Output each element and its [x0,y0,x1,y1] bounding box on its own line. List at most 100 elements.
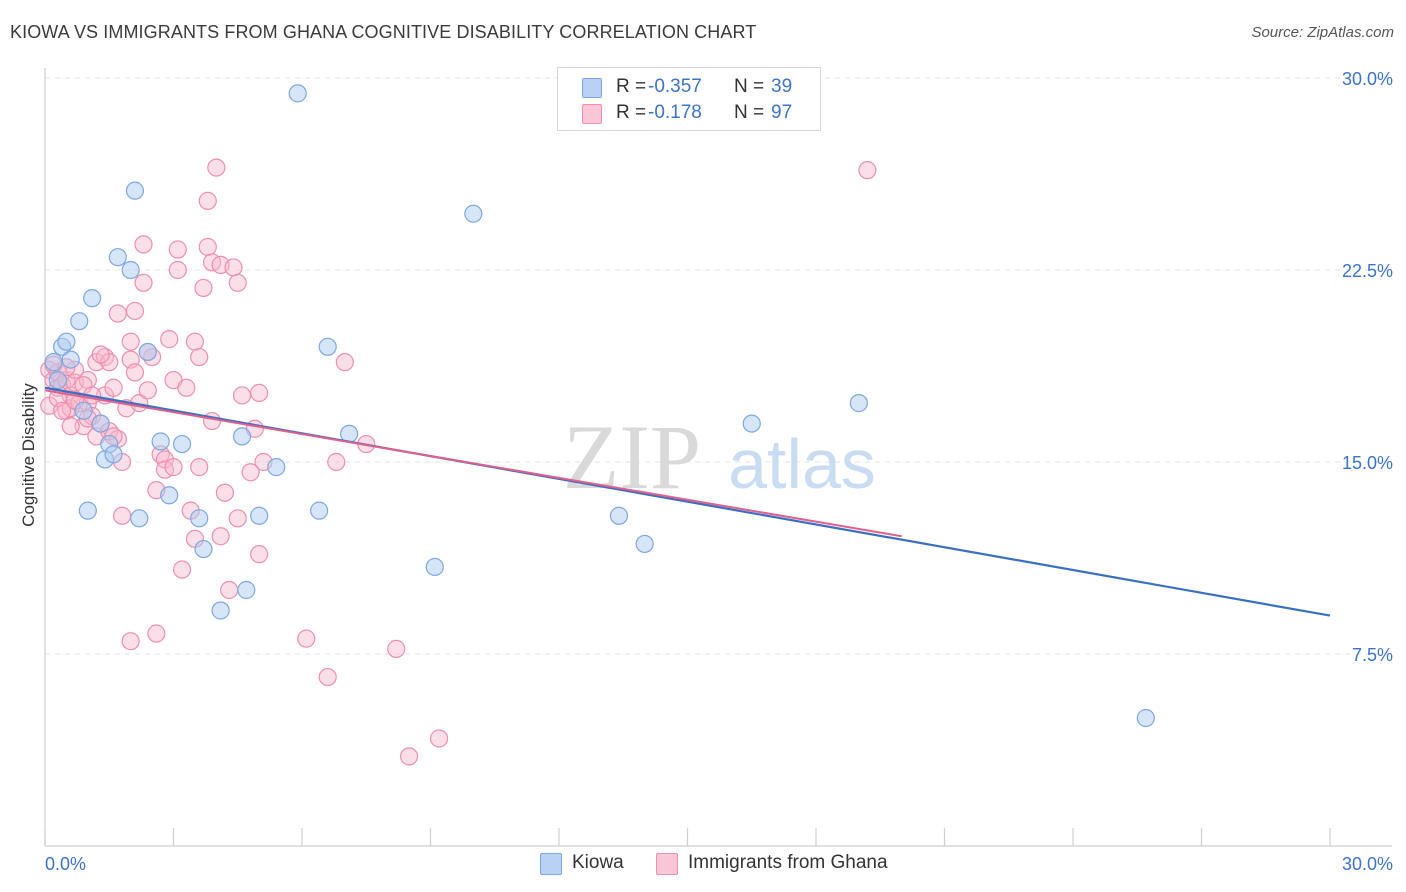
watermark: ZIP atlas [563,406,876,508]
bottom-legend-label: Kiowa [572,852,624,873]
kiowa-point [78,501,97,520]
kiowa-swatch [540,853,562,875]
legend-r-label: R = [616,102,647,123]
ghana-point [172,560,192,579]
kiowa-point [267,458,286,477]
ghana-swatch [656,853,678,875]
y-tick-label: 22.5% [1342,261,1393,281]
kiowa-point [160,486,179,505]
kiowa-point [318,337,337,356]
watermark-atlas: atlas [728,425,876,503]
kiowa-point [172,434,192,454]
legend-n-label: N = [734,76,765,97]
legend: R = -0.357 N = 39 R = -0.178 N = 97 [557,67,821,131]
kiowa-point [44,353,63,372]
ghana-point [198,191,217,210]
y-axis-label: Cognitive Disability [19,383,38,527]
ghana-point [168,260,187,280]
ghana-point [228,509,247,528]
ghana-point [202,411,222,431]
kiowa-point [74,401,93,420]
kiowa-point [310,501,329,520]
ghana-point [297,629,316,648]
kiowa-point [250,506,269,525]
ghana-point [228,273,247,292]
ghana-point [185,332,205,351]
legend-r-label: R = [616,76,647,97]
kiowa-point [635,534,654,554]
legend-n-value: 97 [771,102,793,123]
ghana-point [104,378,123,397]
ghana-point [190,347,209,367]
ghana-point [190,458,209,477]
kiowa-point [190,509,209,528]
ghana-point [168,240,187,259]
ghana-point [211,527,230,546]
ghana-point [61,417,80,436]
legend-n-value: 39 [771,76,793,97]
ghana-point [858,161,877,180]
kiowa-point [288,84,307,103]
kiowa-point [232,427,252,446]
kiowa-point [61,350,80,369]
ghana-point [194,278,213,298]
kiowa-point [237,580,256,600]
ghana-point [250,545,269,564]
tick-labels: 7.5% 15.0% 22.5% 30.0% 0.0% 30.0% [45,69,1393,874]
kiowa-point [104,445,123,464]
x-tick-label: 0.0% [45,854,86,874]
ghana-point [147,624,166,643]
x-tick-label: 30.0% [1342,854,1393,874]
kiowa-point [70,312,89,331]
axes [44,68,1392,847]
ghana-point [318,667,337,687]
ghana-point [125,363,145,382]
kiowa-point [48,370,67,390]
kiowa-point [138,342,157,362]
chart-title: KIOWA VS IMMIGRANTS FROM GHANA COGNITIVE… [10,22,757,42]
ghana-point [327,452,346,472]
ghana-point [220,580,239,600]
kiowa-point [464,204,483,223]
source-label: Source: ZipAtlas.com [1251,24,1394,41]
ghana-point [121,332,140,351]
legend-r-value: -0.178 [648,102,702,123]
ghana-point [241,463,260,482]
ghana-point [164,458,183,477]
kiowa-point [609,506,629,525]
y-tick-label: 7.5% [1352,645,1393,665]
bottom-legend-label: Immigrants from Ghana [688,852,888,873]
kiowa-point [849,394,868,413]
kiowa-point [151,432,170,451]
trend-lines [44,386,1331,617]
ghana-points [40,158,877,766]
y-tick-label: 30.0% [1342,69,1393,89]
kiowa-point [121,260,140,280]
ghana-point [335,353,354,372]
ghana-point [399,747,419,766]
ghana-point [91,345,110,364]
ghana-point [177,378,196,397]
ghana-point [108,304,127,323]
kiowa-trend-line [44,386,1331,617]
kiowa-swatch [582,78,602,98]
kiowa-point [91,414,110,433]
legend-r-value: -0.357 [648,76,702,97]
y-tick-label: 15.0% [1342,453,1393,473]
kiowa-points [44,84,1155,728]
ghana-point [138,381,157,400]
kiowa-point [194,539,213,559]
ghana-point [160,330,179,349]
ghana-point [53,401,72,420]
ghana-point [224,258,243,277]
kiowa-point [211,601,230,620]
ghana-point [198,237,217,257]
kiowa-point [130,509,149,528]
ghana-point [134,235,153,254]
kiowa-point [742,414,761,433]
ghana-swatch [582,104,602,124]
kiowa-point [57,332,76,351]
kiowa-point [125,181,145,200]
ghana-point [215,483,234,502]
